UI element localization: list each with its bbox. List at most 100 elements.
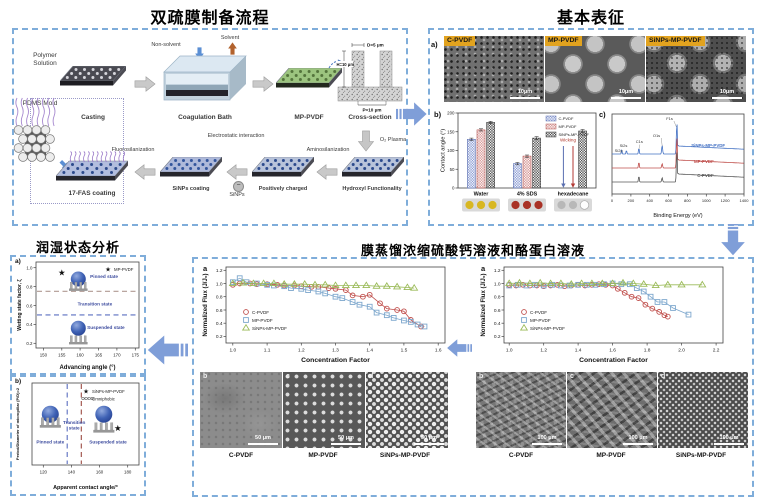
md-box	[192, 257, 754, 497]
svg-text:1.8: 1.8	[644, 348, 651, 354]
aminosilanization-label: Aminosilanization	[306, 147, 350, 153]
scale-bar: 10μm	[611, 89, 641, 99]
sinps-coating-label: SiNPs coating	[172, 186, 210, 192]
svg-text:SiNPs-MP-PVDF: SiNPs-MP-PVDF	[92, 389, 125, 394]
svg-text:O1s: O1s	[653, 133, 660, 138]
svg-text:150: 150	[447, 129, 455, 134]
flux-chart-right: 1.0 1.2 1.4 1.6 1.8 2.0 2.2 0.2 0.4 0.6 0.8 1.0 1.2 C…	[476, 262, 728, 364]
scale-bar: 100 μm	[532, 435, 562, 445]
svg-text:C-PVDF: C-PVDF	[530, 310, 547, 315]
section-arrow-left-icon	[146, 330, 188, 370]
svg-text:140: 140	[68, 470, 76, 475]
sem-image-fouled-sinps: d 50 μm	[366, 372, 448, 448]
sem-strip-flux-left: b 50 μm c 50 μm d 50 μm	[200, 372, 448, 448]
panel-b-letter: b)	[15, 378, 22, 385]
panel-a-letter: a)	[15, 258, 21, 265]
svg-text:1400: 1400	[740, 198, 750, 203]
svg-text:100: 100	[447, 148, 455, 153]
sem-labels-right: C-PVDF MP-PVDF SiNPs-MP-PVDF	[476, 452, 748, 459]
svg-text:Wicking: Wicking	[560, 138, 577, 143]
svg-text:MP-PVDF: MP-PVDF	[530, 318, 551, 323]
svg-text:600: 600	[665, 198, 672, 203]
characterization-title: 基本表征	[556, 10, 625, 27]
casting-membrane-illustration	[59, 65, 127, 88]
svg-text:1.6: 1.6	[435, 348, 442, 354]
svg-text:hexadecane: hexadecane	[558, 192, 589, 198]
prep-section-box	[12, 28, 408, 226]
svg-text:SiNPs-MP-PVDF: SiNPs-MP-PVDF	[530, 326, 565, 331]
svg-text:Pinned state: Pinned state	[90, 274, 118, 279]
svg-text:Si2p: Si2p	[615, 148, 624, 153]
panel-c-letter: c)	[599, 110, 606, 119]
sem-image-clean-sinps: d 100 μm	[658, 372, 748, 448]
svg-text:1.0: 1.0	[506, 348, 513, 354]
svg-text:1.6: 1.6	[609, 348, 616, 354]
svg-text:H=10 μm: H=10 μm	[337, 62, 355, 67]
fas-coating-illustration	[55, 150, 129, 182]
panel-letter: d	[369, 373, 374, 380]
panel-a-letter: a	[203, 264, 208, 273]
svg-text:Normalized Flux (J/J₀): Normalized Flux (J/J₀)	[481, 273, 487, 336]
svg-text:Transition state: Transition state	[78, 302, 113, 307]
svg-text:1.4: 1.4	[575, 348, 582, 354]
sem-image-cpvdf: C-PVDF 10μm	[444, 36, 544, 102]
section-arrow-left-mid-icon	[446, 336, 472, 360]
svg-text:0.6: 0.6	[26, 303, 33, 308]
svg-text:0.8: 0.8	[494, 295, 501, 301]
sem-image-mppvdf: MP-PVDF 10μm	[545, 36, 645, 102]
sem-strip-characterization: C-PVDF 10μm MP-PVDF 10μm SiNPs-MP-PVDF 1…	[444, 36, 746, 102]
xps-chart: 0 200 400 600 800 1000 1200 1400 Binding Energy …	[598, 108, 752, 220]
o2-plasma-label: O₂ Plasma	[379, 137, 407, 143]
sem-image-scaled-cpvdf: b 100 μm	[476, 372, 566, 448]
svg-text:★: ★	[105, 265, 111, 273]
plasma-arrow-icon	[357, 130, 375, 153]
scale-bar: 50 μm	[331, 435, 361, 445]
sem-caption: MP-PVDF	[308, 452, 338, 459]
coagulation-bath-label: Coagulation Bath	[178, 114, 232, 121]
svg-text:Suspended state: Suspended state	[87, 325, 125, 330]
svg-text:0.4: 0.4	[216, 321, 223, 327]
positively-charged-illustration	[251, 156, 315, 179]
sem-image-fouled-cpvdf: b 50 μm	[200, 372, 282, 448]
svg-text:MP-PVDF: MP-PVDF	[114, 267, 134, 272]
svg-text:0.6: 0.6	[216, 308, 223, 314]
wetting-state-chart-b: 120 140 160 180 Apparent contact angle/° Peri…	[12, 377, 144, 491]
scale-bar: 50 μm	[248, 435, 278, 445]
svg-text:1.4: 1.4	[366, 348, 373, 354]
svg-text:800: 800	[684, 198, 691, 203]
svg-text:200: 200	[447, 111, 455, 116]
sinps-particle-icon: −	[233, 181, 244, 192]
sem-caption: SiNPs-MP-PVDF	[379, 452, 431, 459]
svg-text:0.2: 0.2	[216, 334, 223, 340]
sinps-label: SiNPs	[229, 192, 245, 198]
svg-text:175: 175	[132, 353, 140, 358]
fas-molecular-inset	[12, 96, 60, 164]
solvent-label: Solvent	[220, 35, 240, 41]
sem-caption: C-PVDF	[508, 452, 534, 459]
prep-section-title: 双疏膜制备流程	[150, 10, 270, 27]
fas-coating-label: 17-FAS coating	[68, 190, 116, 197]
svg-text:0.4: 0.4	[26, 322, 33, 327]
svg-text:160: 160	[96, 470, 104, 475]
svg-text:200: 200	[628, 198, 635, 203]
sem-label-chip: SiNPs-MP-PVDF	[646, 36, 705, 46]
flow-arrow-icon	[316, 162, 338, 182]
svg-text:★: ★	[58, 267, 66, 277]
flow-arrow-icon	[134, 162, 156, 182]
svg-text:0: 0	[611, 198, 614, 203]
wetting-box-b	[10, 375, 146, 496]
svg-text:C1s: C1s	[636, 139, 643, 144]
svg-text:MP-PVDF: MP-PVDF	[694, 159, 714, 164]
flow-arrow-icon	[226, 162, 248, 182]
flow-arrow-icon	[252, 74, 274, 94]
coagulation-bath-illustration	[162, 52, 248, 108]
panel-letter: b	[479, 373, 484, 380]
md-title: 膜蒸馏浓缩硫酸钙溶液和酪蛋白溶液	[360, 243, 585, 258]
pdms-mold-label: PDMS Mold	[22, 100, 58, 107]
svg-text:SiNPs-MP-PVDF: SiNPs-MP-PVDF	[252, 326, 287, 331]
solvent-arrow-icon	[228, 42, 237, 55]
svg-text:Apparent contact angle/°: Apparent contact angle/°	[53, 485, 118, 491]
svg-text:1.5: 1.5	[401, 348, 408, 354]
svg-text:Contact angle (°): Contact angle (°)	[441, 129, 447, 173]
